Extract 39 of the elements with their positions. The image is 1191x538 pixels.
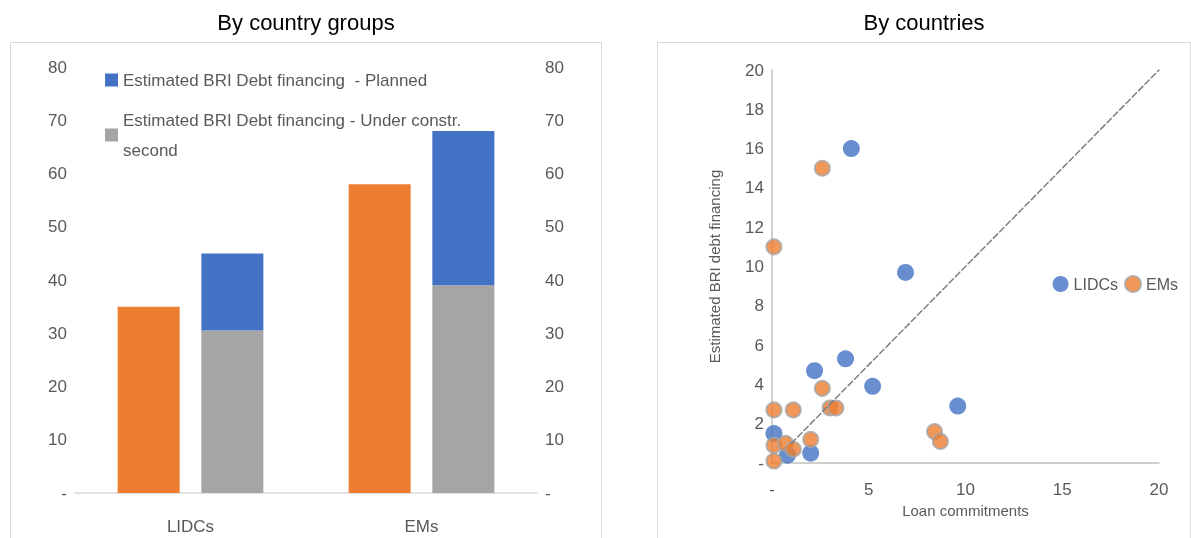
y2-tick-label: 70 [545, 110, 564, 130]
y-tick-label: 30 [48, 323, 67, 343]
y-tick-label: 4 [754, 374, 764, 394]
legend-label: Estimated BRI Debt financing - Planned [123, 70, 428, 90]
y-tick-label: 12 [745, 217, 764, 237]
y-tick-label: 18 [745, 99, 764, 119]
y-tick-label: 10 [745, 257, 764, 276]
y2-tick-label: 30 [545, 323, 564, 343]
y2-tick-label: 50 [545, 217, 564, 237]
y-tick-label: 20 [48, 377, 67, 396]
y-tick-label: 14 [745, 178, 764, 198]
y2-tick-label: 60 [545, 164, 564, 183]
x-tick-label: 5 [864, 480, 874, 499]
y-tick-label: 16 [745, 139, 764, 159]
x-tick-label: 20 [1149, 480, 1169, 499]
chart-title: By countries [862, 10, 986, 36]
legend-label: EMs [1146, 275, 1178, 293]
chart-title: By country groups [216, 10, 396, 36]
legend-label: Estimated BRI Debt financing - Under constr. second [123, 110, 466, 160]
y-tick-label: 80 [48, 57, 67, 77]
y2-tick-label: 80 [545, 57, 564, 77]
y-tick-label: 6 [754, 335, 764, 355]
x-tick-label: 15 [1052, 480, 1072, 499]
legend-label: LIDCs [1073, 275, 1118, 293]
y-tick-label: 60 [48, 164, 67, 183]
y-tick-label: 20 [745, 60, 764, 80]
x-tick-label: 10 [956, 480, 975, 499]
y-tick-label: 40 [48, 270, 67, 290]
y2-tick-label: 10 [545, 430, 564, 450]
y-axis-title: Estimated BRI debt financing [706, 169, 723, 364]
y2-tick-label: 40 [545, 270, 564, 290]
y-tick-label: 10 [48, 430, 67, 450]
y-tick-label: 70 [48, 110, 67, 130]
y-tick-label: 2 [754, 414, 764, 434]
y-tick-label: 8 [754, 296, 764, 316]
y2-tick-label: 20 [545, 377, 564, 396]
y-tick-label: 50 [48, 217, 67, 237]
y-tick-label: - [758, 453, 764, 473]
x-axis-title: Loan commitments [902, 501, 1029, 519]
